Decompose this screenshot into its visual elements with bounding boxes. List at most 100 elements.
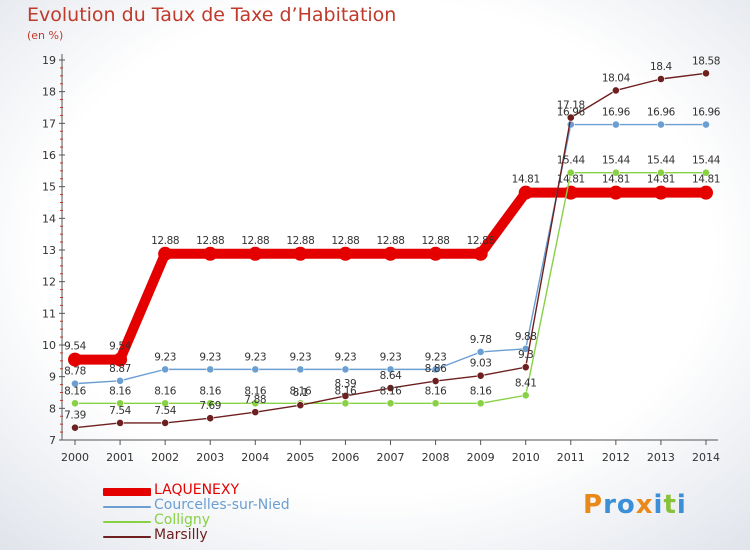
data-point bbox=[657, 75, 665, 83]
data-point bbox=[611, 86, 620, 95]
data-label: 8.39 bbox=[335, 378, 357, 390]
x-tick-label: 2001 bbox=[106, 451, 134, 464]
data-label: 7.88 bbox=[244, 394, 266, 406]
data-point bbox=[116, 418, 124, 427]
data-point bbox=[699, 185, 713, 200]
data-point bbox=[611, 120, 620, 129]
data-point bbox=[116, 376, 124, 385]
data-point bbox=[248, 246, 263, 261]
legend-swatch bbox=[103, 536, 151, 538]
data-label: 18.4 bbox=[650, 61, 672, 73]
data-point bbox=[386, 384, 395, 392]
data-label: 8.16 bbox=[64, 385, 86, 397]
data-point bbox=[161, 418, 170, 427]
data-point bbox=[657, 168, 665, 177]
data-label: 15.44 bbox=[557, 155, 586, 167]
data-label: 8.16 bbox=[154, 385, 176, 397]
data-label: 16.96 bbox=[602, 107, 631, 119]
data-label: 16.96 bbox=[692, 107, 721, 119]
data-point bbox=[71, 423, 79, 432]
data-point bbox=[158, 246, 173, 261]
data-label: 8.16 bbox=[470, 385, 492, 397]
data-label: 7.54 bbox=[154, 405, 176, 417]
legend-item: Marsilly bbox=[103, 527, 343, 544]
brand-letter: i bbox=[676, 490, 687, 520]
data-label: 15.44 bbox=[647, 155, 676, 167]
data-label: 9.23 bbox=[244, 351, 266, 363]
data-point bbox=[473, 246, 488, 261]
data-label: 12.88 bbox=[467, 235, 495, 247]
data-label: 15.44 bbox=[602, 155, 631, 167]
data-label: 8.16 bbox=[289, 385, 311, 397]
data-label: 9.23 bbox=[425, 351, 447, 363]
x-tick-label: 2011 bbox=[557, 451, 585, 464]
data-label: 18.58 bbox=[692, 55, 720, 67]
legend-item: Colligny bbox=[103, 512, 343, 529]
x-tick-label: 2008 bbox=[422, 451, 450, 464]
x-tick-label: 2004 bbox=[241, 451, 269, 464]
y-tick-label: 13 bbox=[42, 244, 56, 257]
x-tick-label: 2005 bbox=[286, 451, 314, 464]
data-point bbox=[161, 365, 170, 374]
data-point bbox=[566, 113, 575, 122]
legend-swatch bbox=[103, 488, 151, 496]
data-label: 14.81 bbox=[692, 174, 720, 186]
data-point bbox=[476, 348, 485, 356]
data-point bbox=[68, 352, 82, 367]
data-point bbox=[476, 399, 485, 408]
data-point bbox=[518, 185, 533, 200]
data-label: 12.88 bbox=[151, 235, 179, 247]
data-point bbox=[296, 365, 305, 374]
data-label: 9.03 bbox=[470, 358, 492, 370]
data-point bbox=[566, 120, 575, 129]
y-tick-label: 18 bbox=[42, 86, 56, 99]
chart-unit-label: (en %) bbox=[27, 29, 64, 42]
data-label: 8.86 bbox=[425, 363, 447, 375]
data-point bbox=[296, 401, 305, 410]
data-label: 14.81 bbox=[602, 174, 630, 186]
x-tick-label: 2006 bbox=[331, 451, 359, 464]
legend-item: LAQUENEXY bbox=[103, 482, 343, 499]
data-label: 9.23 bbox=[289, 351, 311, 363]
data-label: 7.69 bbox=[199, 400, 221, 412]
data-label: 8.16 bbox=[380, 385, 402, 397]
data-label: 8.16 bbox=[425, 385, 447, 397]
data-point bbox=[338, 246, 353, 261]
data-label: 9.23 bbox=[154, 351, 176, 363]
data-label: 9.3 bbox=[518, 349, 534, 361]
y-tick-label: 14 bbox=[42, 212, 56, 225]
data-point bbox=[476, 371, 485, 380]
data-label: 16.96 bbox=[557, 107, 586, 119]
data-point bbox=[702, 168, 710, 177]
data-point bbox=[71, 379, 79, 388]
data-point bbox=[431, 399, 440, 408]
legend-swatch bbox=[103, 506, 151, 508]
x-tick-label: 2003 bbox=[196, 451, 224, 464]
data-point bbox=[116, 399, 124, 408]
data-label: 9.88 bbox=[515, 331, 537, 343]
legend-label: Colligny bbox=[154, 512, 211, 528]
data-point bbox=[203, 246, 218, 261]
data-point bbox=[206, 414, 215, 423]
brand-letter: x bbox=[635, 490, 654, 520]
data-point bbox=[566, 168, 575, 177]
legend-item: Courcelles-sur-Nied bbox=[103, 497, 343, 514]
x-tick-label: 2009 bbox=[467, 451, 495, 464]
data-label: 14.81 bbox=[557, 174, 585, 186]
data-label: 14.81 bbox=[512, 174, 540, 186]
data-label: 8.1 bbox=[293, 387, 309, 399]
data-label: 9.23 bbox=[335, 351, 357, 363]
data-point bbox=[521, 391, 530, 400]
data-point bbox=[383, 246, 398, 261]
data-point bbox=[657, 120, 665, 129]
x-tick-label: 2013 bbox=[647, 451, 675, 464]
data-point bbox=[113, 352, 128, 367]
legend-label: LAQUENEXY bbox=[154, 482, 240, 498]
data-label: 18.04 bbox=[602, 72, 631, 84]
data-label: 7.54 bbox=[109, 405, 131, 417]
chart-title: Evolution du Taux de Taxe d’Habitation bbox=[27, 4, 397, 26]
data-label: 12.88 bbox=[286, 235, 314, 247]
y-tick-label: 7 bbox=[49, 434, 56, 447]
y-tick-label: 10 bbox=[42, 339, 56, 352]
